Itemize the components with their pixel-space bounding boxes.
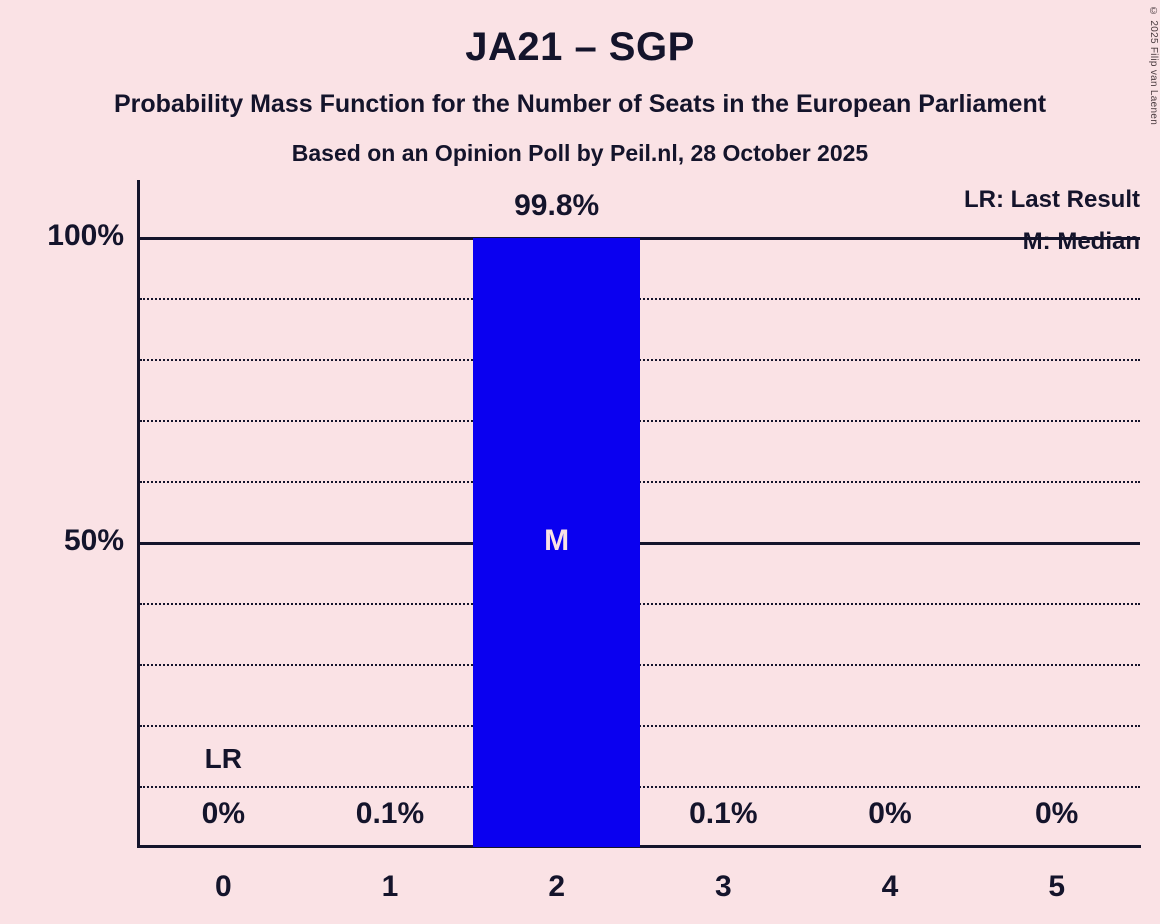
legend-last-result: LR: Last Result	[963, 186, 1140, 213]
y-tick-label-50pct: 50%	[63, 524, 124, 557]
value-label-seats-1: 0.1%	[355, 797, 425, 830]
chart-subtitle-source: Based on an Opinion Poll by Peil.nl, 28 …	[291, 140, 869, 166]
x-tick-label-5: 5	[1048, 870, 1065, 903]
gridline-90pct	[140, 298, 1140, 300]
chart-subtitle-primary: Probability Mass Function for the Number…	[113, 90, 1047, 118]
last-result-marker: LR	[204, 743, 242, 774]
y-axis-line	[137, 180, 140, 848]
gridline-50pct	[140, 542, 1140, 545]
chart-title: JA21 – SGP	[465, 25, 695, 69]
x-tick-label-2: 2	[548, 870, 565, 903]
gridline-30pct	[140, 664, 1140, 666]
x-tick-label-3: 3	[714, 870, 732, 903]
gridline-20pct	[140, 725, 1140, 727]
gridline-100pct	[140, 237, 1140, 240]
gridline-10pct	[140, 786, 1140, 788]
bar-seats-2[interactable]	[473, 238, 640, 847]
gridline-40pct	[140, 603, 1140, 605]
value-label-seats-3: 0.1%	[689, 797, 758, 830]
gridline-80pct	[140, 359, 1140, 361]
value-label-seats-4: 0%	[868, 797, 912, 830]
legend-median: M: Median	[1022, 228, 1140, 255]
x-tick-label-4: 4	[881, 870, 899, 903]
gridline-70pct	[140, 420, 1140, 422]
gridline-60pct	[140, 481, 1140, 483]
x-tick-label-0: 0	[214, 870, 232, 903]
value-label-seats-5: 0%	[1034, 797, 1079, 830]
copyright-notice: © 2025 Filip van Laenen	[1148, 6, 1159, 126]
median-marker: M	[544, 524, 570, 557]
value-label-seats-2: 99.8%	[514, 189, 600, 222]
y-tick-label-100pct: 100%	[47, 219, 124, 252]
x-tick-label-1: 1	[381, 870, 399, 903]
value-label-seats-0: 0%	[201, 797, 245, 830]
